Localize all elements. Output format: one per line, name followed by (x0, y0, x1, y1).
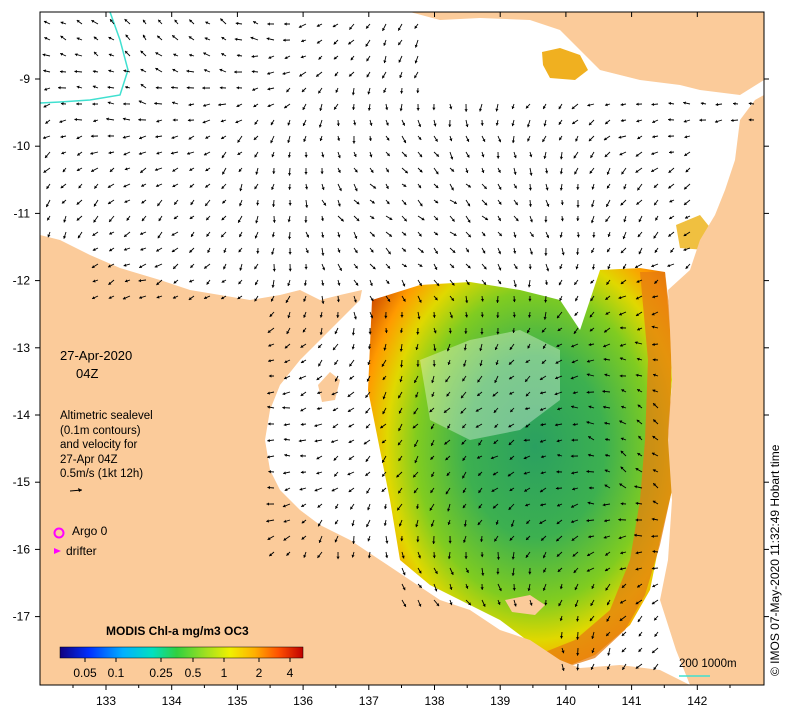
lon-tick-label: 138 (424, 694, 444, 708)
colorbar-tick-label: 0.1 (108, 666, 125, 680)
lon-tick-label: 134 (162, 694, 182, 708)
colorbar-tick-label: 2 (256, 666, 263, 680)
lon-tick-label: 133 (96, 694, 116, 708)
lat-tick-label: -13 (13, 341, 31, 355)
colorbar-tick-label: 0.05 (73, 666, 97, 680)
date-label: 27-Apr-2020 (60, 349, 132, 363)
sealevel-legend: Altimetric sealevel (0.1m contours) and … (60, 409, 153, 482)
colorbar-title: MODIS Chl-a mg/m3 OC3 (106, 624, 249, 638)
lat-tick-label: -15 (13, 475, 31, 489)
legend-line-4: 27-Apr 04Z (60, 453, 153, 468)
argo-label: Argo 0 (72, 524, 107, 538)
legend-line-5: 0.5m/s (1kt 12h) (60, 467, 153, 482)
lat-tick-label: -10 (13, 139, 31, 153)
lon-tick-label: 139 (490, 694, 510, 708)
colorbar-tick-label: 0.25 (149, 666, 173, 680)
legend-line-2: (0.1m contours) (60, 424, 153, 439)
lat-tick-label: -17 (13, 610, 31, 624)
lon-tick-label: 135 (227, 694, 247, 708)
depth-scale-label: 200 1000m (679, 657, 737, 671)
lat-tick-label: -9 (19, 72, 30, 86)
lon-tick-label: 141 (622, 694, 642, 708)
lon-tick-label: 137 (359, 694, 379, 708)
colorbar-tick-label: 4 (287, 666, 294, 680)
lon-tick-label: 136 (293, 694, 313, 708)
drifter-label: drifter (66, 544, 97, 558)
colorbar-tick-label: 0.5 (185, 666, 202, 680)
lat-tick-label: -16 (13, 542, 31, 556)
lat-tick-label: -14 (13, 408, 31, 422)
legend-line-3: and velocity for (60, 438, 153, 453)
legend-line-1: Altimetric sealevel (60, 409, 153, 424)
lat-tick-label: -12 (13, 274, 31, 288)
colorbar-tick-label: 1 (221, 666, 228, 680)
lat-tick-label: -11 (14, 206, 31, 220)
colorbar (60, 647, 303, 658)
lon-tick-label: 140 (556, 694, 576, 708)
time-label: 04Z (76, 367, 98, 381)
credit-text: © IMOS 07-May-2020 11:32:49 Hobart time (768, 445, 782, 676)
lon-tick-label: 142 (687, 694, 707, 708)
